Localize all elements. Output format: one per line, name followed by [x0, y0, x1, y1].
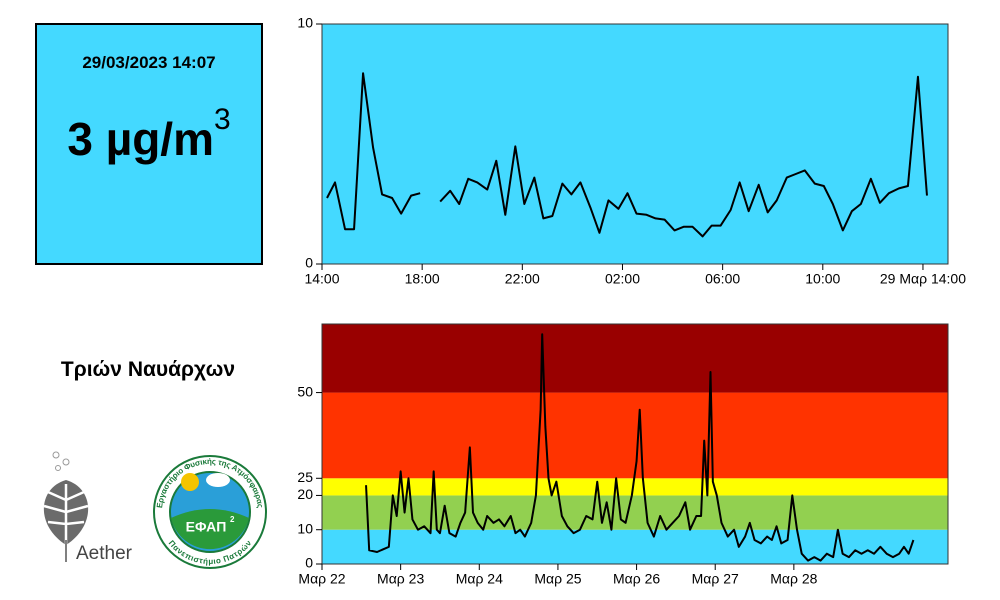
reading-unit-power: 3 [213, 103, 231, 136]
threshold-band [322, 324, 948, 393]
station-name: Τριών Ναυάρχων [60, 358, 236, 381]
x-tick-label: 14:00 [304, 271, 339, 287]
y-tick-label: 0 [305, 255, 313, 271]
x-tick-label: 22:00 [505, 271, 540, 287]
y-tick-label: 25 [297, 469, 313, 485]
reading-panel: 29/03/2023 14:07 3 µg/m3 [35, 23, 263, 265]
logo-sun [181, 473, 199, 491]
logo-cloud [206, 473, 230, 487]
data-line [326, 72, 928, 238]
x-tick-label: Μαρ 28 [770, 571, 817, 587]
plot-frame [321, 323, 949, 565]
reading-unit: µg/m [105, 113, 214, 165]
aether-logo: Aether [43, 451, 133, 564]
logo-text-power: 2 [230, 515, 235, 524]
logo-veins [43, 484, 89, 560]
logo-ground [171, 509, 249, 550]
y-tick-label: 10 [297, 15, 313, 31]
x-tick-label: 18:00 [405, 271, 440, 287]
y-tick-label: 10 [297, 520, 313, 536]
logo-dot [55, 465, 61, 471]
y-tick-label: 0 [305, 555, 313, 571]
logo-text: ΕΦΑΠ [186, 519, 227, 535]
threshold-band [322, 392, 948, 479]
x-tick-label: 10:00 [805, 271, 840, 287]
x-tick-label: 06:00 [705, 271, 740, 287]
threshold-band [322, 495, 948, 530]
threshold-band [322, 478, 948, 496]
x-tick-label: Μαρ 26 [613, 571, 660, 587]
x-tick-label: Μαρ 27 [692, 571, 739, 587]
x-tick-label: Μαρ 25 [534, 571, 581, 587]
logo-dot [62, 458, 70, 466]
reading-datetime: 29/03/2023 14:07 [82, 53, 216, 72]
efap-logo: ΕΦΑΠ 2 Εργαστήριο Φυσικής της Ατμόσφαιρα… [153, 455, 267, 569]
logo-text: Aether [76, 543, 133, 564]
data-line [365, 333, 915, 562]
x-tick-label: Μαρ 24 [456, 571, 503, 587]
threshold-band [322, 529, 948, 564]
x-tick-label: Μαρ 22 [298, 571, 345, 587]
y-tick-label: 50 [297, 383, 313, 399]
reading: 3 µg/m3 [37, 103, 261, 166]
x-tick-label: 29 Μαρ 14:00 [880, 271, 966, 287]
y-tick-label: 20 [297, 486, 313, 502]
x-tick-label: 02:00 [605, 271, 640, 287]
x-tick-label: Μαρ 23 [377, 571, 424, 587]
reading-value: 3 [67, 113, 93, 165]
plot-background [322, 24, 948, 264]
logo-dot [52, 451, 60, 459]
plot-frame [321, 23, 949, 265]
